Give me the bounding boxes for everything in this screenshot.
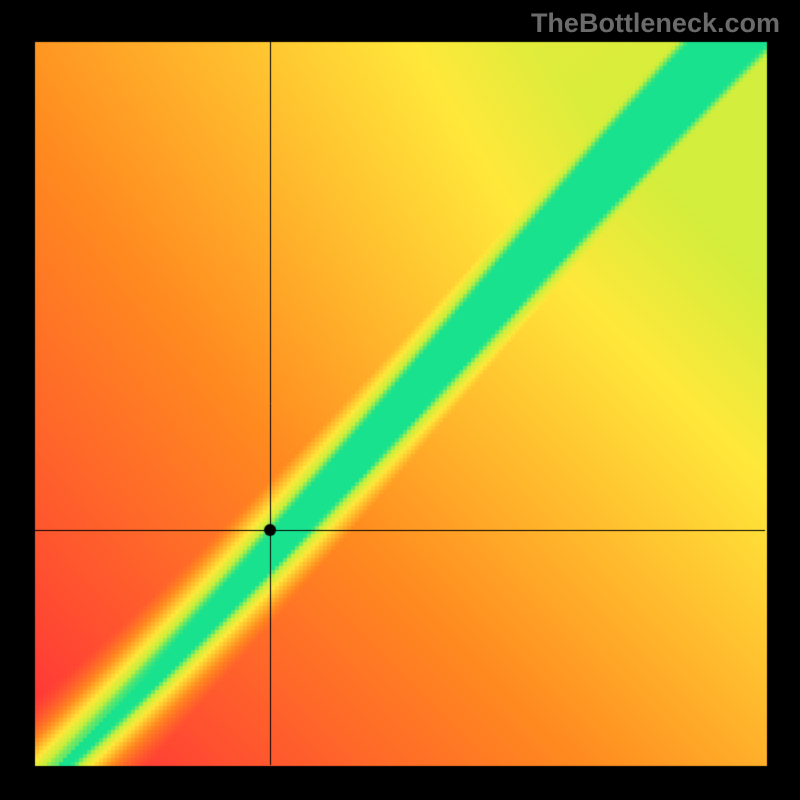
watermark-text: TheBottleneck.com	[531, 8, 780, 39]
bottleneck-heatmap	[0, 0, 800, 800]
